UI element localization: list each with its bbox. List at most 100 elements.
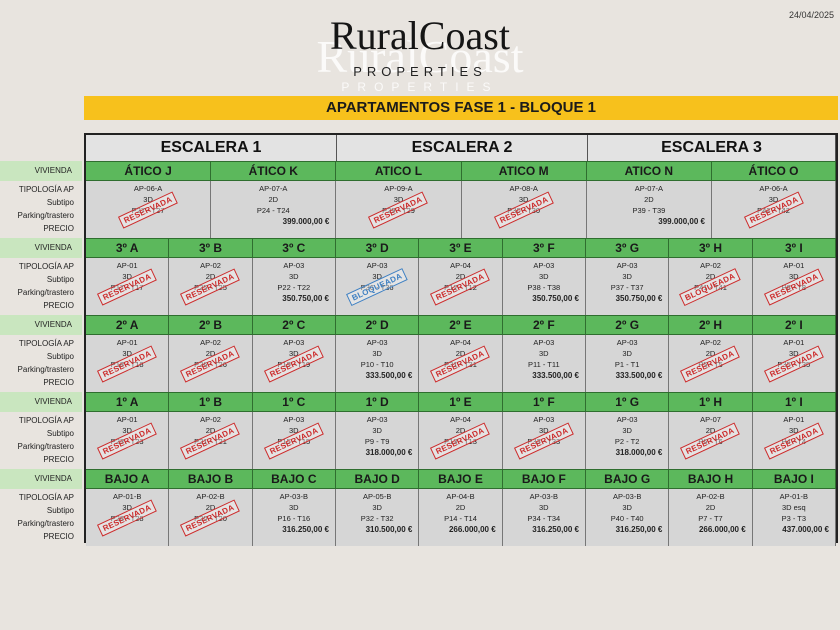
unit-subtipo: 3D [372,272,382,281]
unit-tipologia: AP-06-A [759,184,788,193]
unit-tipologia: AP-01 [783,415,805,424]
unit-parking: P34 - T34 [527,514,561,523]
unit-subtipo: 2D [455,349,466,358]
label-tipologia: TIPOLOGÍA AP [18,339,74,348]
unit-subtipo: 3D [289,272,299,281]
unit-cell: AP-02-B 2D P20 - T20 RESERVADA [169,489,253,546]
unit-subtipo: 3D [289,349,299,358]
unit-cell: AP-03 3D P15 - T15 RESERVADA [252,412,336,469]
floor-header-row: 3º A 3º B 3º C 3º D 3º E 3º F 3º G 3º H 3º I [86,238,836,259]
label-tipologia: TIPOLOGÍA AP [18,493,74,502]
unit-tipologia: AP-03 [533,261,555,270]
label-precio: PRECIO [43,532,74,541]
date-label: 24/04/2025 [788,10,834,20]
unit-parking: P32 - T32 [360,514,394,523]
unit-cell: AP-03 3D P33 - T33 RESERVADA [502,412,586,469]
unit-subtipo: 3D [289,503,299,512]
unit-subtipo: 3D [289,426,299,435]
unit-tipologia: AP-05-B [362,492,392,501]
unit-cell: AP-04 2D P31 - T31 RESERVADA [419,335,503,392]
unit-parking: P5 - T5 [698,360,723,369]
unit-cell: AP-01 3D P18 - T18 RESERVADA [86,335,170,392]
unit-name: 2º I [753,316,836,336]
unit-price: 333.500,00 € [365,371,413,380]
unit-name: 2º G [586,316,670,336]
unit-tipologia: AP-01 [116,415,138,424]
unit-name: 1º G [586,393,670,413]
unit-parking: P7 - T7 [698,514,723,523]
unit-name: 2º F [503,316,586,336]
unit-cell: AP-02 2D P25 - T25 RESERVADA [169,258,253,315]
unit-parking: P4 - T4 [781,437,807,446]
unit-parking: P15 - T15 [277,437,311,446]
unit-subtipo: 2D [455,503,466,512]
unit-name: 1º B [169,393,253,413]
unit-tipologia: AP-03-B [612,492,642,501]
unit-cell: AP-07-A 2D P24 - T24 399.000,00 € [211,181,337,238]
unit-name: BAJO I [753,470,836,490]
label-vivienda: VIVIENDA [0,161,82,181]
escalera-2-header: ESCALERA 2 [337,135,588,161]
unit-cell: AP-03 3D P38 - T38 350.750,00 € [502,258,586,315]
unit-tipologia: AP-01 [783,261,805,270]
unit-parking: P26 - T26 [194,360,227,369]
unit-name: 3º F [503,239,586,259]
unit-name: BAJO H [669,470,753,490]
unit-subtipo: 3D [539,426,549,435]
unit-subtipo: 3D [622,503,632,512]
unit-cell: AP-02-B 2D P7 - T7 266.000,00 € [669,489,753,546]
unit-name: 3º E [419,239,503,259]
unit-tipologia: AP-02-B [196,492,225,501]
unit-price: 350.750,00 € [532,294,579,303]
unit-parking: P17 - T17 [110,283,144,292]
unit-cell: AP-02 2D P41 - T41 BLOQUEADA [669,258,753,315]
unit-tipologia: AP-09-A [384,184,413,193]
logo-name: RuralCoast [330,13,510,58]
unit-name: 3º G [586,239,670,259]
label-precio: PRECIO [43,301,74,310]
unit-subtipo: 3D [372,349,382,358]
unit-tipologia: AP-03-B [279,492,308,501]
label-parking: Parking/trastero [17,288,74,297]
unit-name: ATICO N [587,162,712,182]
label-subtipo: Subtipo [46,429,74,438]
unit-tipologia: AP-08-A [509,184,538,193]
unit-price: 266.000,00 € [698,525,746,534]
label-tipologia: TIPOLOGÍA AP [18,262,74,271]
unit-parking: P30 - T30 [507,206,541,215]
label-tipologia: TIPOLOGÍA AP [18,416,74,425]
unit-subtipo: 2D [455,272,466,281]
unit-tipologia: AP-02-B [696,492,725,501]
unit-subtipo: 2D [455,426,466,435]
unit-subtipo: 2D [705,503,716,512]
unit-name: 2º H [669,316,753,336]
unit-tipologia: AP-03 [533,338,555,347]
unit-subtipo: 3D [143,195,153,204]
unit-parking: P40 - T40 [610,514,644,523]
unit-cell: AP-02 2D P5 - T5 RESERVADA [669,335,753,392]
label-parking: Parking/trastero [17,365,74,374]
unit-parking: P12 - T12 [444,283,477,292]
unit-name: BAJO B [169,470,253,490]
unit-subtipo: 2D [205,349,216,358]
unit-cell: AP-03 3D P37 - T37 350.750,00 € [586,258,670,315]
unit-price: 316.250,00 € [615,525,663,534]
unit-parking: P37 - T37 [610,283,644,292]
unit-subtipo: 3D [372,503,382,512]
unit-name: 3º I [753,239,836,259]
unit-name: 3º B [169,239,253,259]
label-parking: Parking/trastero [17,442,74,451]
unit-tipologia: AP-03 [366,261,388,270]
unit-name: 1º F [503,393,586,413]
unit-name: BAJO C [253,470,336,490]
unit-cell: AP-02 2D P26 - T26 RESERVADA [169,335,253,392]
logo-watermark-sub: PROPERTIES [341,80,499,94]
unit-name: BAJO F [503,470,586,490]
unit-name: 3º A [86,239,170,259]
unit-price: 350.750,00 € [282,294,329,303]
unit-cell: AP-01 3D P4 - T4 RESERVADA [752,412,836,469]
unit-tipologia: AP-03 [616,415,638,424]
unit-price: 350.750,00 € [615,294,663,303]
unit-name: BAJO E [419,470,503,490]
unit-cell: AP-04 2D P12 - T12 RESERVADA [419,258,503,315]
